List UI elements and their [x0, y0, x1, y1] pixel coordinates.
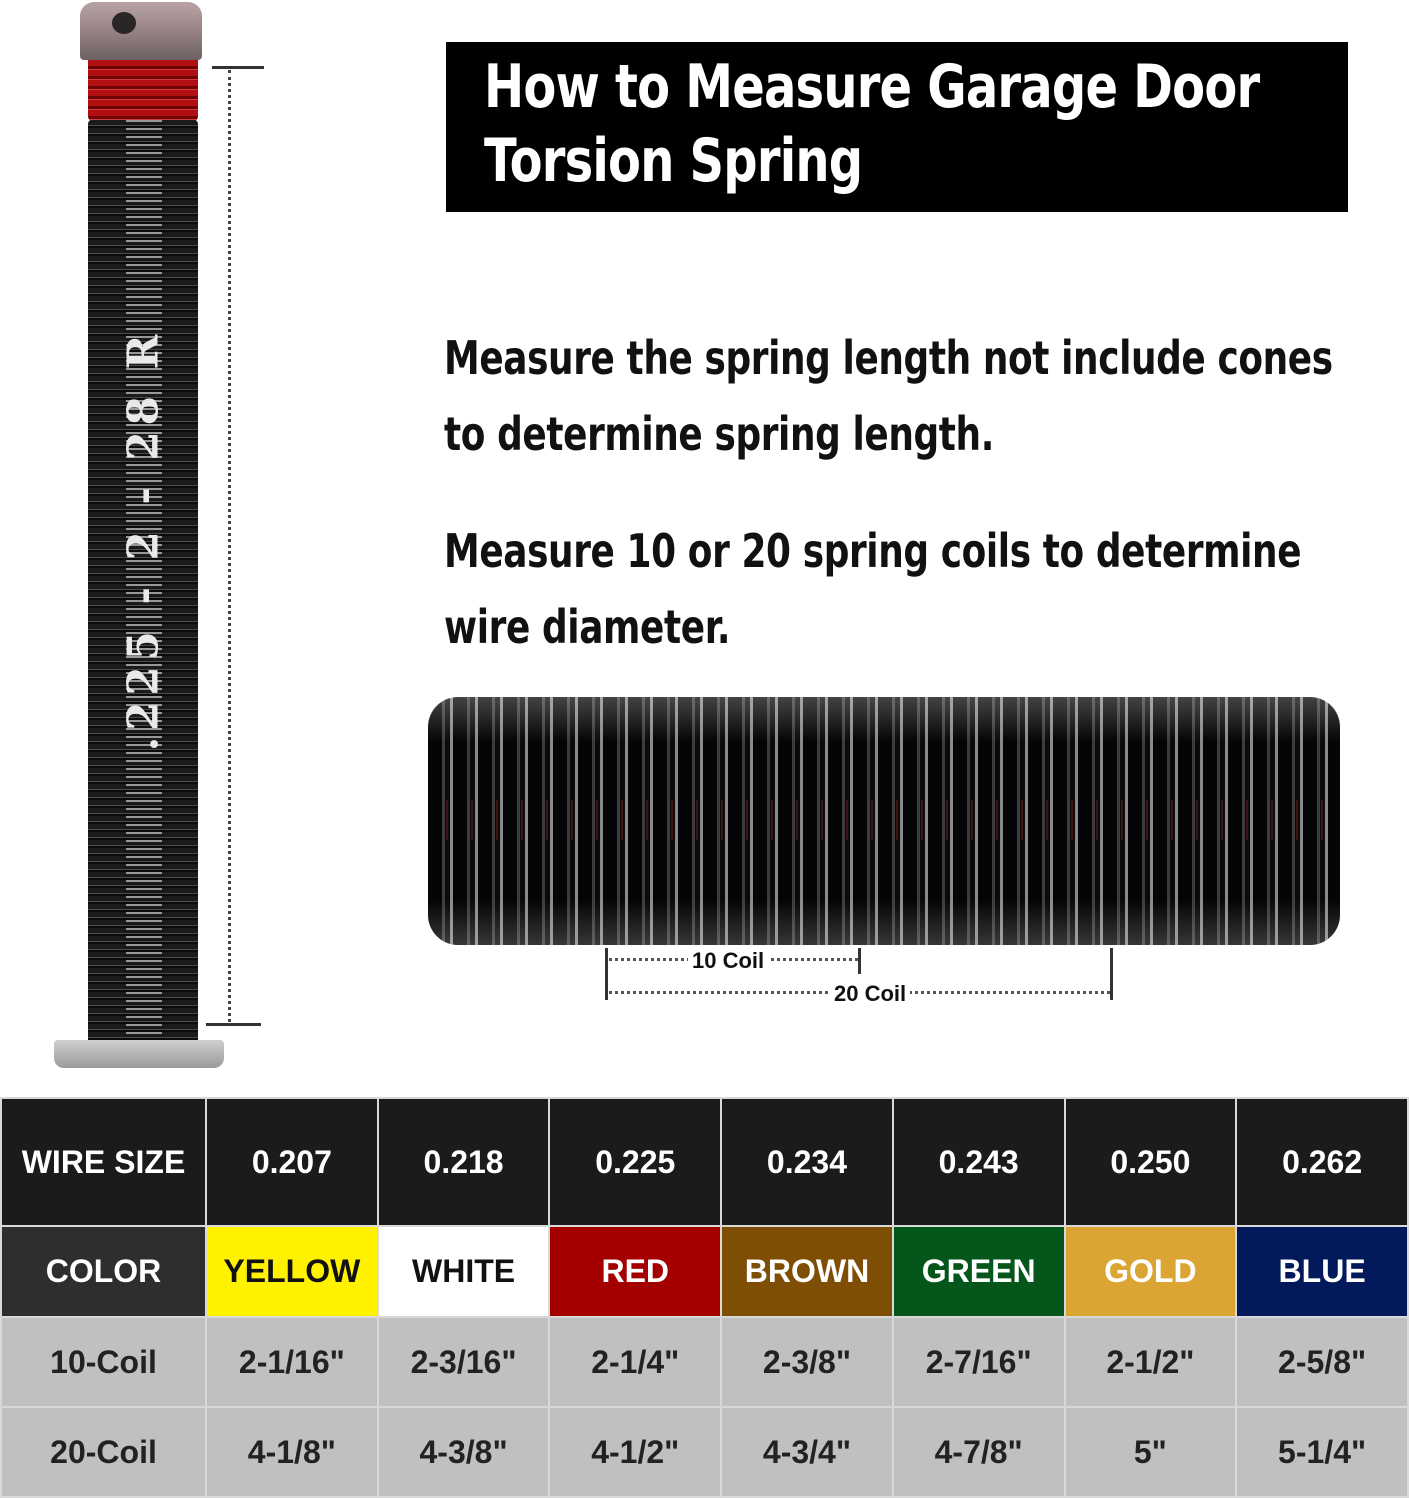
table-cell: 4-3/4"	[720, 1406, 894, 1498]
color-swatch-cell: YELLOW	[205, 1225, 379, 1318]
table-cell: 4-1/2"	[548, 1406, 723, 1498]
spring-coils-closeup-image	[428, 697, 1340, 945]
instruction-line: wire diameter.	[444, 600, 731, 654]
table-cell: 2-5/8"	[1235, 1316, 1409, 1408]
color-swatch-cell: BLUE	[1235, 1225, 1409, 1318]
color-swatch-cell: GREEN	[891, 1225, 1066, 1318]
spring-stamp-label: .225 - 2 - 28 R	[118, 328, 168, 752]
spring-coil-highlight	[428, 800, 1340, 840]
table-cell: 0.218	[376, 1097, 551, 1227]
table-cell: 5"	[1063, 1406, 1238, 1498]
row-header: COLOR	[0, 1225, 207, 1318]
table-cell: 2-1/2"	[1063, 1316, 1238, 1408]
length-measure-top	[212, 66, 264, 69]
instruction-line: Measure the spring length not include co…	[444, 331, 1333, 385]
label-10-coil: 10 Coil	[688, 948, 769, 974]
color-swatch-cell: BROWN	[720, 1225, 894, 1318]
row-header: 10-Coil	[0, 1316, 207, 1408]
color-row: COLOR YELLOW WHITE RED BROWN GREEN GOLD BLUE	[0, 1225, 1409, 1318]
table-cell: 2-7/16"	[891, 1316, 1066, 1408]
table-cell: 0.262	[1235, 1097, 1409, 1227]
cone-set-screw-hole	[112, 12, 136, 34]
table-cell: 4-7/8"	[891, 1406, 1066, 1498]
length-measure-line	[228, 70, 231, 1022]
measure-10-tick	[858, 948, 861, 974]
instruction-wire-diameter: Measure 10 or 20 spring coils to determi…	[444, 513, 1302, 665]
table-cell: 0.234	[720, 1097, 894, 1227]
color-swatch-cell: WHITE	[376, 1225, 551, 1318]
spring-spec-table: WIRE SIZE 0.207 0.218 0.225 0.234 0.243 0.250 0…	[0, 1097, 1409, 1498]
table-cell: 2-1/16"	[205, 1316, 379, 1408]
title-line-2: Torsion Spring	[484, 126, 863, 196]
title-banner	[446, 42, 1348, 212]
winding-cone	[80, 2, 202, 60]
table-cell: 4-1/8"	[205, 1406, 379, 1498]
measure-20-tick	[1110, 948, 1113, 1000]
length-measure-bottom	[206, 1023, 261, 1026]
table-cell: 0.243	[891, 1097, 1066, 1227]
instruction-line: Measure 10 or 20 spring coils to determi…	[444, 524, 1302, 578]
color-swatch-cell: RED	[548, 1225, 723, 1318]
instruction-line: to determine spring length.	[444, 407, 994, 461]
instruction-length: Measure the spring length not include co…	[444, 320, 1333, 472]
measure-start-tick	[605, 948, 608, 1000]
label-20-coil: 20 Coil	[830, 981, 911, 1007]
stationary-cone	[54, 1040, 224, 1068]
table-cell: 2-1/4"	[548, 1316, 723, 1408]
table-cell: 2-3/16"	[376, 1316, 551, 1408]
10-coil-row: 10-Coil 2-1/16" 2-3/16" 2-1/4" 2-3/8" 2-7/16"…	[0, 1316, 1409, 1408]
table-cell: 5-1/4"	[1235, 1406, 1409, 1498]
spring-cone-red-coils	[88, 50, 198, 122]
table-cell: 0.207	[205, 1097, 379, 1227]
row-header: 20-Coil	[0, 1406, 207, 1498]
20-coil-row: 20-Coil 4-1/8" 4-3/8" 4-1/2" 4-3/4" 4-7/8" 5" 5…	[0, 1406, 1409, 1498]
row-header: WIRE SIZE	[0, 1097, 207, 1227]
table-cell: 0.225	[548, 1097, 723, 1227]
color-swatch-cell: GOLD	[1063, 1225, 1238, 1318]
spring-paint-stripe	[126, 120, 162, 1045]
table-cell: 4-3/8"	[376, 1406, 551, 1498]
page-title: How to Measure Garage Door Torsion Sprin…	[484, 50, 1260, 198]
title-line-1: How to Measure Garage Door	[484, 52, 1260, 122]
table-cell: 0.250	[1063, 1097, 1238, 1227]
wire-size-row: WIRE SIZE 0.207 0.218 0.225 0.234 0.243 0.250 0…	[0, 1097, 1409, 1227]
table-cell: 2-3/8"	[720, 1316, 894, 1408]
